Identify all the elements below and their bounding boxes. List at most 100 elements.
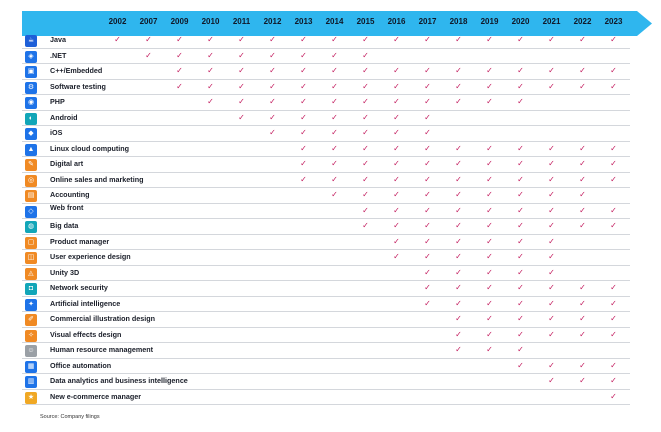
check-mark-2014: ✓ [331,128,338,137]
check-mark-2023: ✓ [610,391,617,401]
check-mark-2016: ✓ [393,205,400,215]
dotnet-icon: ◈ [25,50,37,63]
vfx-icon: ✧ [25,329,37,342]
check-mark-2015: ✓ [362,174,369,184]
check-mark-2019: ✓ [486,236,493,246]
year-label-2002: 2002 [108,17,127,26]
source-note: Source: Company filings [40,414,100,420]
check-mark-2011: ✓ [238,81,245,91]
table-row: ◍ Big data ✓ ✓ ✓ ✓ ✓ ✓ ✓ ✓ ✓ [22,219,630,235]
row-label: Commercial illustration design [50,314,156,323]
check-mark-2016: ✓ [393,236,400,246]
row-label: New e-commerce manager [50,391,142,401]
test-icon: ⚙ [25,81,37,94]
check-mark-2012: ✓ [269,66,276,75]
bigdata-icon: ◍ [25,221,37,233]
check-mark-2011: ✓ [238,97,245,106]
table-row: ▤ Accounting ✓ ✓ ✓ ✓ ✓ ✓ ✓ ✓ ✓ [22,188,630,204]
check-mark-2018: ✓ [455,283,462,292]
check-mark-2009: ✓ [176,50,183,60]
check-mark-2016: ✓ [393,159,400,168]
check-mark-2014: ✓ [331,174,338,184]
check-mark-2018: ✓ [455,345,462,354]
check-mark-2020: ✓ [517,345,524,354]
check-mark-2021: ✓ [548,66,555,75]
row-label: Digital art [50,159,84,168]
check-mark-2016: ✓ [393,143,400,153]
row-label: Big data [50,221,79,230]
check-mark-2018: ✓ [455,143,462,153]
check-mark-2022: ✓ [579,360,586,370]
check-mark-2019: ✓ [486,66,493,75]
table-row: ◫ User experience design ✓ ✓ ✓ ✓ ✓ ✓ [22,250,630,266]
check-mark-2012: ✓ [269,81,276,91]
check-mark-2010: ✓ [207,97,214,106]
check-mark-2013: ✓ [300,143,307,153]
check-mark-2014: ✓ [331,81,338,91]
row-label: Linux cloud computing [50,143,130,153]
check-mark-2020: ✓ [517,190,524,199]
check-mark-2019: ✓ [486,314,493,323]
row-label: Java [50,35,66,44]
product-icon: ▢ [25,236,37,249]
check-mark-2023: ✓ [610,376,617,385]
check-mark-2017: ✓ [424,205,431,215]
check-mark-2014: ✓ [331,143,338,153]
check-mark-2010: ✓ [207,81,214,91]
check-mark-2020: ✓ [517,205,524,215]
year-label-2007: 2007 [139,17,158,26]
check-mark-2021: ✓ [548,143,555,153]
check-mark-2022: ✓ [579,190,586,199]
linux-icon: ▲ [25,143,37,156]
check-mark-2021: ✓ [548,314,555,323]
table-row: ◘ Network security ✓ ✓ ✓ ✓ ✓ ✓ ✓ [22,281,630,297]
check-mark-2022: ✓ [579,66,586,75]
check-mark-2021: ✓ [548,329,555,339]
check-mark-2020: ✓ [517,360,524,370]
check-mark-2016: ✓ [393,35,400,44]
check-mark-2007: ✓ [145,35,152,44]
check-mark-2020: ✓ [517,267,524,277]
check-mark-2023: ✓ [610,221,617,230]
check-mark-2018: ✓ [455,66,462,75]
check-mark-2020: ✓ [517,252,524,261]
check-mark-2019: ✓ [486,190,493,199]
check-mark-2018: ✓ [455,174,462,184]
check-mark-2020: ✓ [517,174,524,184]
row-label: .NET [50,50,67,60]
row-label: User experience design [50,252,131,261]
check-mark-2010: ✓ [207,66,214,75]
check-mark-2022: ✓ [579,81,586,91]
check-mark-2022: ✓ [579,221,586,230]
check-mark-2015: ✓ [362,159,369,168]
check-mark-2020: ✓ [517,81,524,91]
check-mark-2022: ✓ [579,376,586,385]
table-row: ☺ Human resource management ✓ ✓ ✓ [22,343,630,359]
check-mark-2019: ✓ [486,345,493,354]
ai-icon: ✦ [25,298,37,311]
table-row: ◬ Unity 3D ✓ ✓ ✓ ✓ ✓ [22,266,630,281]
row-label: C++/Embedded [50,66,103,75]
check-mark-2021: ✓ [548,221,555,230]
check-mark-2013: ✓ [300,159,307,168]
row-label: Visual effects design [50,329,122,339]
year-label-2017: 2017 [418,17,437,26]
check-mark-2020: ✓ [517,298,524,308]
check-mark-2019: ✓ [486,283,493,292]
check-mark-2022: ✓ [579,205,586,215]
year-label-2014: 2014 [325,17,344,26]
check-mark-2021: ✓ [548,159,555,168]
check-mark-2023: ✓ [610,298,617,308]
check-mark-2018: ✓ [455,221,462,230]
check-mark-2019: ✓ [486,97,493,106]
check-mark-2015: ✓ [362,190,369,199]
check-mark-2018: ✓ [455,329,462,339]
year-label-2023: 2023 [604,17,623,26]
check-mark-2020: ✓ [517,159,524,168]
check-mark-2015: ✓ [362,50,369,60]
check-mark-2015: ✓ [362,66,369,75]
year-label-2016: 2016 [387,17,406,26]
check-mark-2018: ✓ [455,190,462,199]
check-mark-2022: ✓ [579,329,586,339]
